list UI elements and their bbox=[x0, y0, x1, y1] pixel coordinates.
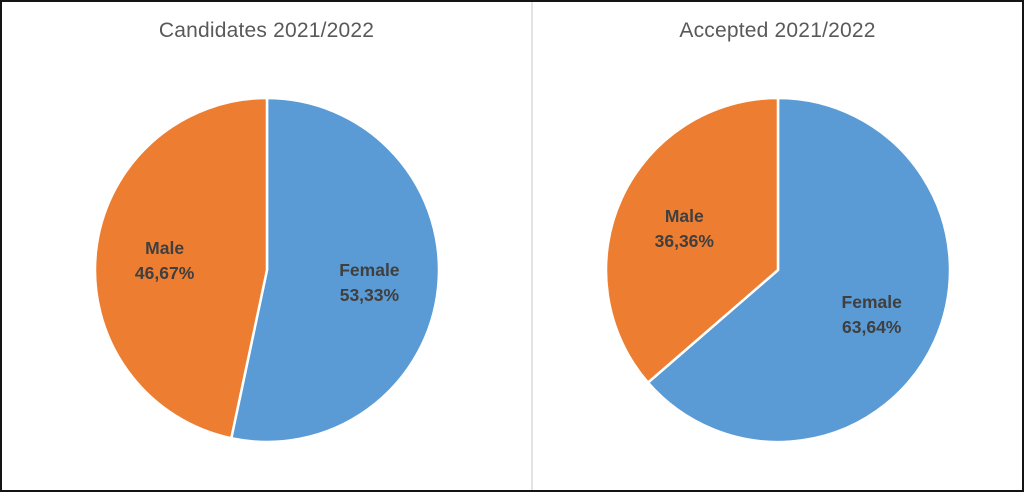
candidates-chart-panel: Candidates 2021/2022 Female 53,33% Male 46,… bbox=[2, 2, 531, 490]
accepted-pie-chart: Female 63,64% Male 36,36% bbox=[604, 96, 951, 444]
pie-label-female: Female 63,64% bbox=[841, 292, 902, 337]
pie-slice-female bbox=[646, 96, 951, 444]
accepted-chart-panel: Accepted 2021/2022 Female 63,64% Male 36,36… bbox=[531, 2, 1022, 490]
candidates-chart-title: Candidates 2021/2022 bbox=[158, 19, 375, 42]
pie-label-female: Female 53,33% bbox=[339, 260, 400, 305]
pie-label-male: Male 46,67% bbox=[134, 238, 194, 283]
candidates-pie-chart: Female 53,33% Male 46,67% bbox=[93, 96, 440, 444]
pie-slice-male bbox=[604, 96, 779, 384]
pie-slice-female bbox=[229, 96, 440, 444]
pie-label-male: Male 36,36% bbox=[654, 206, 714, 251]
accepted-chart-title: Accepted 2021/2022 bbox=[679, 19, 876, 42]
pie-slice-male bbox=[93, 96, 268, 440]
